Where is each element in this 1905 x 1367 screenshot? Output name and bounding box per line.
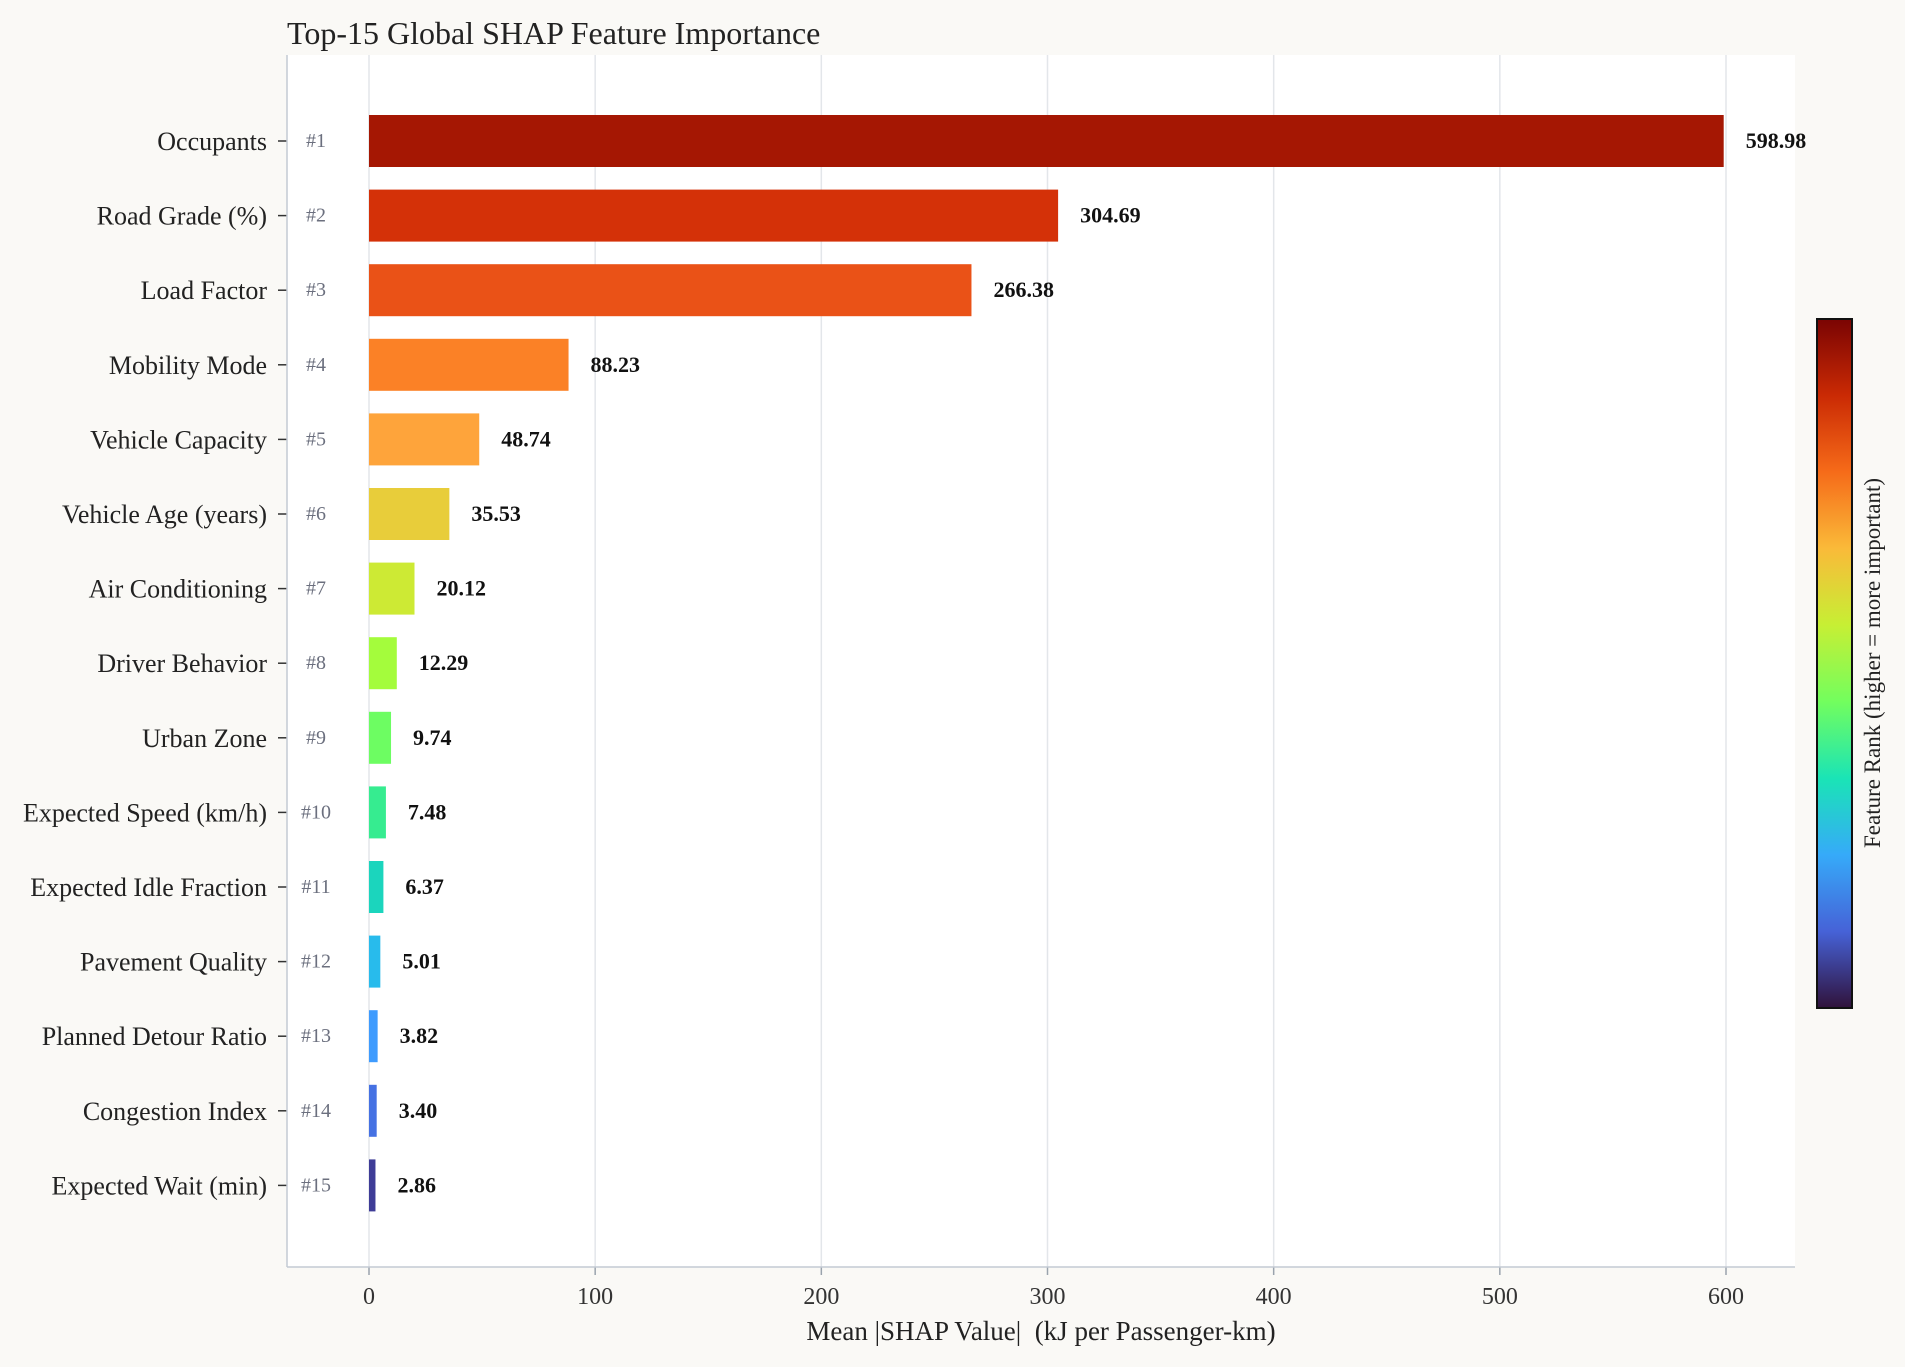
bar-value-label: 304.69	[1080, 203, 1141, 228]
rank-label: #3	[306, 279, 326, 301]
bar	[369, 637, 397, 690]
rank-label: #8	[306, 652, 326, 674]
bar	[369, 264, 972, 317]
bar-value-label: 7.48	[408, 799, 447, 824]
x-tick-label: 0	[363, 1284, 375, 1310]
rank-label: #2	[306, 205, 326, 227]
bar-value-label: 598.98	[1746, 128, 1807, 153]
bar	[369, 413, 480, 466]
rank-label: #7	[306, 578, 326, 600]
bar	[369, 935, 381, 988]
rank-label: #10	[301, 801, 331, 823]
feature-label: Expected Wait (min)	[52, 1171, 267, 1200]
colorbar-label: Feature Rank (higher = more important)	[1860, 478, 1885, 848]
bar-value-label: 12.29	[419, 650, 469, 675]
colorbar: Feature Rank (higher = more important)	[1816, 318, 1885, 1009]
rank-label: #5	[306, 428, 326, 450]
x-axis-title: Mean |SHAP Value| (kJ per Passenger-km)	[806, 1316, 1275, 1346]
feature-label: Congestion Index	[83, 1097, 267, 1126]
bar	[369, 1010, 378, 1063]
feature-label: Vehicle Age (years)	[62, 500, 267, 529]
bar	[369, 189, 1059, 242]
bar	[369, 338, 569, 391]
bar	[369, 711, 392, 764]
bar-value-label: 35.53	[471, 501, 521, 526]
rank-label: #11	[301, 876, 330, 898]
rank-label: #1	[306, 130, 326, 152]
feature-label: Urban Zone	[142, 724, 267, 753]
bar	[369, 1159, 376, 1212]
feature-label: Air Conditioning	[89, 575, 267, 604]
x-tick-label: 500	[1482, 1284, 1518, 1310]
bar-value-label: 2.86	[397, 1172, 436, 1197]
chart-title: Top-15 Global SHAP Feature Importance	[287, 15, 820, 51]
x-tick-label: 100	[577, 1284, 613, 1310]
x-tick-label: 200	[803, 1284, 839, 1310]
rank-label: #6	[306, 503, 326, 525]
feature-label: Planned Detour Ratio	[42, 1022, 267, 1051]
bar	[369, 861, 384, 913]
bars: 598.98 304.69 266.38 88.23 48.74 35.53 20.12 12…	[369, 115, 1807, 1212]
rank-label: #9	[306, 727, 326, 749]
bar-value-label: 3.40	[399, 1098, 438, 1123]
bar-value-label: 3.82	[400, 1023, 439, 1048]
rank-label: #13	[301, 1025, 331, 1047]
feature-label: Mobility Mode	[109, 351, 267, 380]
x-tick-label: 600	[1708, 1284, 1744, 1310]
rank-label: #4	[306, 354, 326, 376]
feature-labels: Occupants #1 Road Grade (%) #2 Load Factor #3…	[23, 127, 331, 1200]
feature-label: Driver Behavior	[97, 649, 267, 678]
x-tick-label: 400	[1256, 1284, 1292, 1310]
bar-value-label: 9.74	[413, 725, 452, 750]
feature-label: Road Grade (%)	[97, 202, 267, 231]
rank-label: #12	[301, 951, 331, 973]
x-axis: 0 100 200 300 400 500 600	[363, 1267, 1744, 1310]
bar-value-label: 5.01	[402, 949, 441, 974]
bar	[369, 115, 1724, 167]
plot-area	[287, 55, 1795, 1267]
feature-label: Load Factor	[141, 276, 268, 305]
bar	[369, 488, 450, 540]
bar	[369, 1084, 377, 1137]
bar	[369, 562, 415, 615]
bar-value-label: 266.38	[993, 277, 1054, 302]
bar-value-label: 88.23	[591, 352, 641, 377]
bar-value-label: 6.37	[405, 874, 444, 899]
bar-value-label: 20.12	[437, 576, 487, 601]
feature-label: Expected Idle Fraction	[30, 873, 267, 902]
feature-label: Vehicle Capacity	[90, 425, 267, 454]
gridlines	[368, 55, 1727, 1267]
x-tick-label: 300	[1030, 1284, 1066, 1310]
rank-label: #15	[301, 1174, 331, 1196]
feature-label: Occupants	[157, 127, 267, 156]
feature-label: Expected Speed (km/h)	[23, 798, 267, 827]
rank-label: #14	[301, 1100, 331, 1122]
bar-value-label: 48.74	[501, 426, 551, 451]
bar	[369, 786, 386, 839]
feature-label: Pavement Quality	[80, 948, 267, 977]
colorbar-gradient	[1816, 318, 1853, 1009]
